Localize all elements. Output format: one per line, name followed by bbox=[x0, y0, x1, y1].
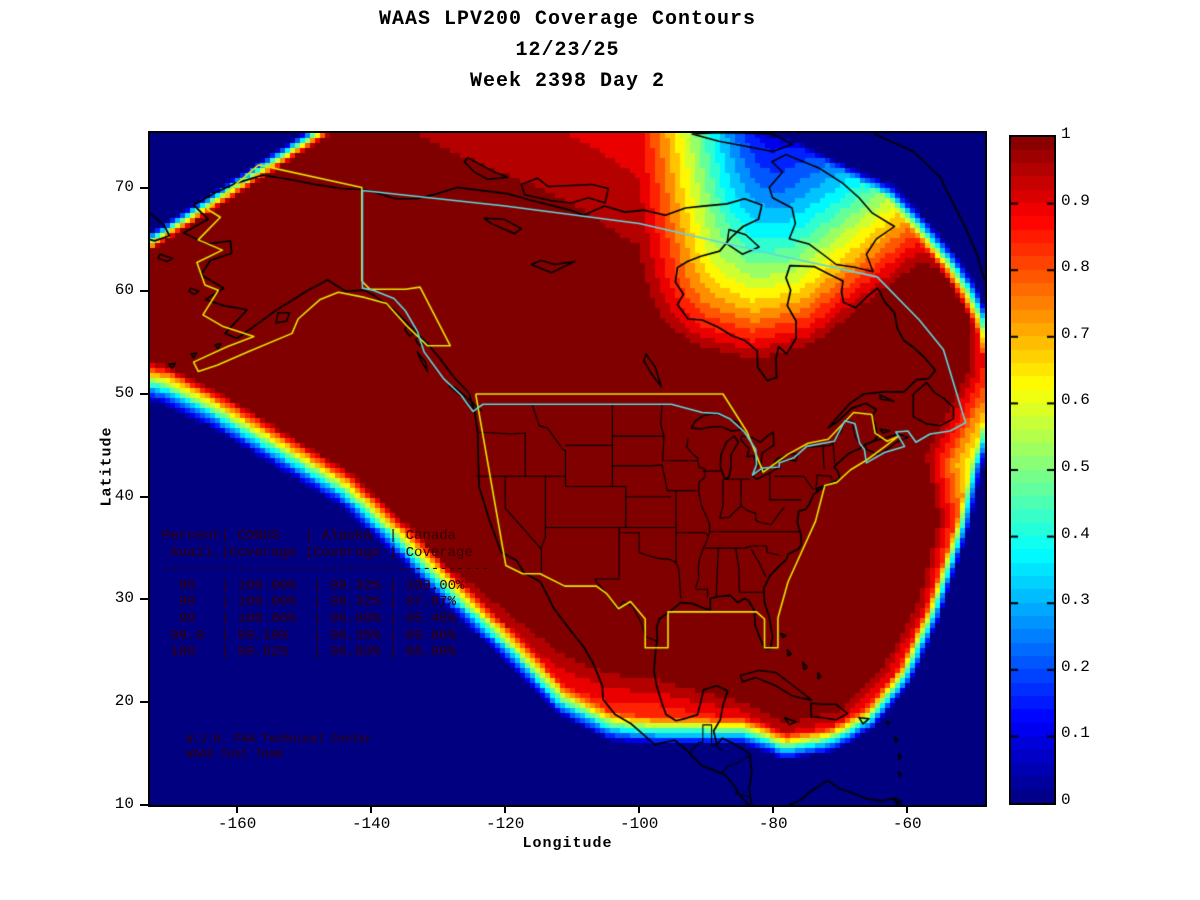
coverage-map-canvas bbox=[148, 131, 987, 807]
coverage-table-line: 99 | 100.00% | 96.68% | 95.45% bbox=[162, 610, 457, 627]
colorbar-tick-label: 0.1 bbox=[1061, 724, 1090, 743]
colorbar-tick-label: 0 bbox=[1061, 791, 1071, 809]
x-tick-label: -100 bbox=[620, 815, 659, 833]
x-tick-label: -160 bbox=[217, 815, 257, 833]
coverage-table-line: Percent| CONUS | Alaska | Canada bbox=[162, 528, 457, 544]
colorbar-tick-label: 0.2 bbox=[1061, 657, 1090, 676]
y-tick bbox=[140, 598, 148, 601]
y-tick bbox=[140, 804, 148, 806]
y-tick bbox=[140, 392, 148, 395]
y-axis-label: Latitude bbox=[98, 426, 116, 507]
coverage-table-line: 100 | 98.62% | 96.03% | 88.90% bbox=[162, 644, 457, 661]
x-tick-label: -80 bbox=[758, 815, 788, 833]
x-tick bbox=[906, 805, 909, 813]
x-tick bbox=[504, 805, 507, 813]
chart-title: WAAS LPV200 Coverage Contours bbox=[378, 8, 757, 31]
colorbar-tick-label: 0.3 bbox=[1061, 591, 1090, 610]
x-tick-label: -60 bbox=[892, 815, 922, 833]
y-tick bbox=[140, 187, 148, 190]
colorbar-tick-label: 0.4 bbox=[1061, 524, 1090, 543]
colorbar-tick-label: 0.6 bbox=[1061, 391, 1090, 410]
coverage-table-line: Avail.|Coverage |Coverage | Coverage bbox=[162, 544, 473, 561]
y-tick bbox=[140, 701, 148, 704]
credit-line-2: WAAS Test Team bbox=[186, 748, 283, 761]
y-tick-label: 50 bbox=[114, 383, 134, 402]
chart-subtitle-date: 12/23/25 bbox=[515, 39, 620, 62]
y-tick-label: 10 bbox=[114, 795, 134, 813]
coverage-table-line: 99.9 | 99.19% | 96.35% | 89.86% bbox=[162, 627, 457, 644]
coverage-table-line: 98 | 100.00% | 98.32% | 97.97% bbox=[162, 594, 457, 611]
x-tick bbox=[236, 805, 239, 813]
colorbar-canvas bbox=[1009, 135, 1056, 805]
y-tick bbox=[140, 290, 148, 293]
y-tick-label: 60 bbox=[114, 281, 134, 300]
chart-subtitle-week: Week 2398 Day 2 bbox=[469, 70, 666, 93]
x-axis-label: Longitude bbox=[522, 835, 613, 852]
coverage-table: Percent| CONUS | Alaska | Canada Avail.|… bbox=[162, 528, 490, 661]
y-tick-label: 70 bbox=[114, 178, 134, 197]
colorbar-tick-label: 0.9 bbox=[1061, 191, 1090, 210]
x-tick bbox=[370, 805, 373, 813]
credit-text: W.J.H. FAA Technical Center WAAS Test Te… bbox=[186, 732, 372, 762]
y-tick-label: 30 bbox=[114, 589, 134, 608]
credit-line-1: W.J.H. FAA Technical Center bbox=[186, 733, 373, 746]
colorbar-tick-label: 0.5 bbox=[1061, 458, 1090, 476]
colorbar-tick-label: 0.7 bbox=[1061, 324, 1090, 343]
coverage-table-line: 95 | 100.00% | 99.32% | 100.00% bbox=[162, 577, 465, 594]
colorbar-tick-label: 1 bbox=[1061, 125, 1071, 143]
x-tick bbox=[638, 805, 641, 813]
x-tick-label: -120 bbox=[485, 815, 525, 833]
colorbar-tick-label: 0.8 bbox=[1061, 258, 1090, 277]
y-tick-label: 20 bbox=[114, 692, 134, 711]
y-tick-label: 40 bbox=[114, 486, 134, 505]
coverage-table-line: --------------------------------------- bbox=[162, 561, 490, 578]
x-tick-label: -140 bbox=[351, 815, 391, 833]
y-tick bbox=[140, 495, 148, 498]
x-tick bbox=[772, 805, 775, 813]
